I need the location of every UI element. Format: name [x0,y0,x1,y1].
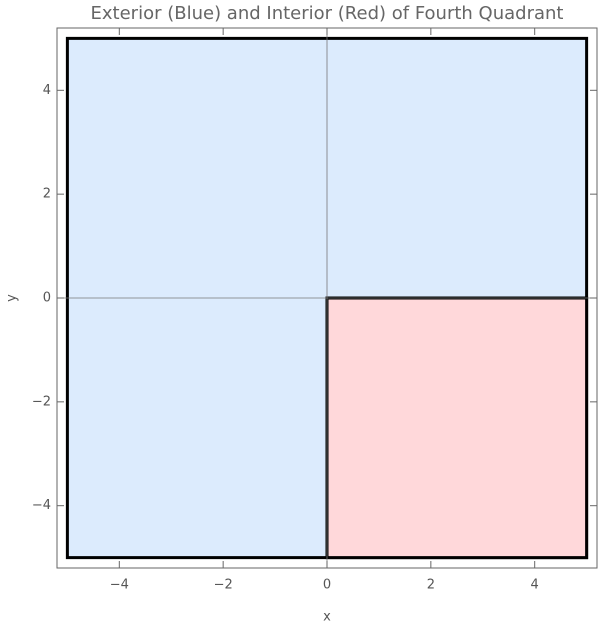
y-tick-label: 0 [43,291,51,306]
x-tick-label: 2 [427,578,435,593]
region [325,296,589,560]
y-tick-label: −4 [32,498,51,513]
chart-title: Exterior (Blue) and Interior (Red) of Fo… [91,3,564,24]
y-tick-label: 4 [43,83,51,98]
y-tick-label: 2 [43,187,51,202]
y-axis-label: y [5,294,20,302]
x-tick-label: 0 [323,578,331,593]
x-tick-label: 4 [531,578,539,593]
x-tick-label: −4 [110,578,129,593]
y-tick-label: −2 [32,394,51,409]
x-tick-label: −2 [214,578,233,593]
x-axis-label: x [323,610,331,625]
